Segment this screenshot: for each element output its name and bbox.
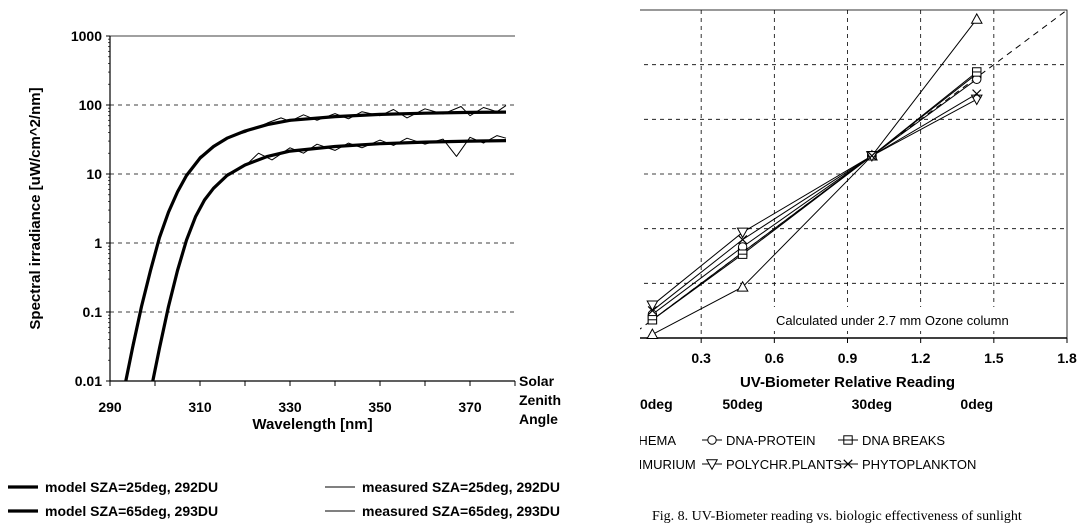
x-tick-label: 0.3 [691, 350, 711, 366]
x-tick-label: 330 [278, 399, 302, 415]
angle-label: 30deg [852, 396, 892, 412]
legend-label: ERYTHEMA [640, 433, 676, 448]
marker [705, 459, 719, 471]
y-tick-label: 10 [86, 166, 102, 182]
figure-caption: Fig. 8. UV-Biometer reading vs. biologic… [652, 509, 1022, 524]
series-line [652, 73, 978, 321]
series-line [652, 71, 978, 321]
x-axis-title: Wavelength [nm] [252, 416, 372, 433]
marker [646, 328, 659, 340]
marker [843, 459, 853, 469]
biologic-effect-chart: 00.30.60.91.21.51.800.30.60.91.21.51.8Ca… [640, 9, 1077, 472]
legend-label: measured SZA=65deg, 293DU [362, 503, 560, 519]
marker [738, 234, 748, 245]
side-label: Zenith [519, 392, 561, 408]
x-axis-title: UV-Biometer Relative Reading [740, 374, 955, 391]
annotation-text: Calculated under 2.7 mm Ozone column [776, 313, 1009, 328]
legend-label: DNA-PROTEIN [726, 433, 816, 448]
x-tick-label: 1.2 [911, 350, 931, 366]
x-tick-label: 350 [368, 399, 392, 415]
series-line [652, 18, 978, 335]
legend-label: POLYCHR.PLANTS [726, 457, 842, 472]
annotation-box [772, 307, 1054, 331]
marker [972, 89, 982, 99]
y-tick-label: 0.1 [83, 304, 103, 320]
x-tick-label: 1.8 [1057, 350, 1077, 366]
marker [970, 12, 983, 24]
marker [867, 151, 877, 161]
x-tick-label: 0.6 [765, 350, 785, 366]
x-tick-label: 370 [458, 399, 482, 415]
x-tick-label: 290 [98, 399, 122, 415]
legend-label: PHYTOPLANKTON [862, 457, 976, 472]
y-tick-label: 0.01 [75, 373, 102, 389]
marker [707, 435, 717, 445]
marker [736, 227, 749, 239]
series-line [652, 98, 978, 306]
y-tick-label: 1 [94, 235, 102, 251]
y-axis-title: Spectral irradiance [uW/cm^2/nm] [27, 87, 44, 329]
marker [647, 306, 658, 316]
angle-label: 50deg [722, 396, 762, 412]
series-line [152, 135, 507, 382]
marker [736, 280, 749, 292]
angle-label: 0deg [960, 396, 993, 412]
x-tick-label: 310 [188, 399, 212, 415]
series-line [125, 105, 507, 382]
legend-label: DNA BREAKS [862, 433, 945, 448]
marker [646, 300, 659, 312]
y-tick-label: 1000 [71, 28, 102, 44]
x-tick-label: 0.9 [838, 350, 858, 366]
side-label: Angle [519, 411, 558, 427]
series-line [652, 78, 978, 315]
series-line [151, 139, 507, 382]
marker [970, 94, 983, 106]
angle-label: 70deg [640, 396, 673, 412]
y-tick-label: 100 [79, 97, 103, 113]
legend-label: measured SZA=25deg, 292DU [362, 479, 560, 495]
spectral-irradiance-chart: 0.01 0.1 1 10 100 1000 290 310 330 350 370 Waveleng… [8, 28, 561, 519]
legend-label: model SZA=65deg, 293DU [45, 503, 218, 519]
x-tick-label: 1.5 [984, 350, 1004, 366]
series-line [652, 93, 978, 312]
legend-label: model SZA=25deg, 292DU [45, 479, 218, 495]
series-line [124, 110, 507, 382]
side-label: Solar [519, 373, 555, 389]
legend-label: TYPHIMURIUM [640, 457, 696, 472]
